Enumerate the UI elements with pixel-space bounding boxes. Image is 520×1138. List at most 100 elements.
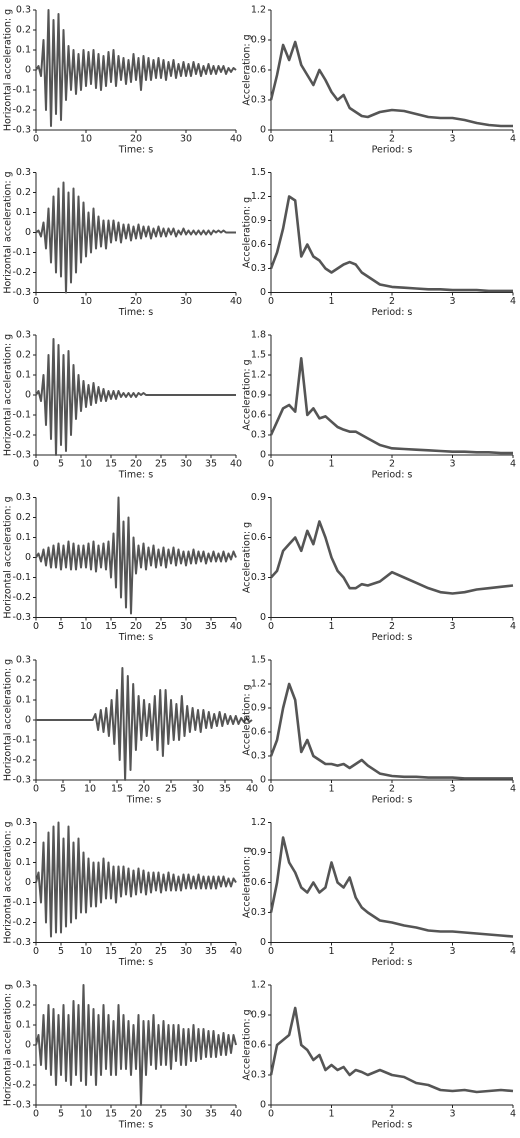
x-tick-label: 4 [510, 296, 516, 307]
x-tick-label: 4 [510, 459, 516, 470]
y-tick-label: 0.3 [16, 492, 31, 503]
y-tick-label: 1.2 [251, 679, 266, 690]
y-tick-label: 0.3 [16, 167, 31, 178]
y-tick-label: 0 [260, 125, 266, 136]
x-tick-label: 5 [58, 621, 64, 632]
y-tick-label: 0.1 [16, 1020, 31, 1031]
x-tick-label: 25 [155, 946, 167, 957]
y-tick-label: 1.2 [251, 370, 266, 381]
y-tick-label: 1.5 [251, 655, 266, 666]
x-tick-label: 30 [180, 946, 192, 957]
x-tick-label: 25 [155, 1109, 167, 1120]
y-axis-label: Horizontal acceleration: g [3, 659, 14, 781]
y-tick-label: -0.3 [12, 937, 31, 948]
y-tick-label: 1.2 [251, 817, 266, 828]
y-tick-label: 0 [260, 1100, 266, 1111]
y-axis-label: Acceleration: g [242, 522, 253, 593]
y-tick-label: 0.9 [251, 847, 266, 858]
data-line [35, 984, 237, 1106]
panel: -0.3 -0.2 -0.1 0 0.1 0.2 0.3 0 5 10 15 20 25 30 35 40 Ti… [3, 330, 243, 481]
y-tick-label: 0.9 [251, 215, 266, 226]
y-tick-label: 0.3 [251, 1070, 266, 1081]
y-tick-label: 0 [25, 390, 31, 401]
y-tick-label: 0.6 [251, 65, 266, 76]
y-tick-label: 0.9 [251, 1010, 266, 1021]
x-tick-label: 0 [268, 134, 274, 145]
x-axis-label: Time: s [126, 795, 161, 806]
x-tick-label: 0 [33, 946, 39, 957]
y-tick-label: 1.5 [251, 167, 266, 178]
y-tick-label: 0.1 [16, 45, 31, 56]
x-tick-label: 10 [84, 784, 96, 795]
x-tick-label: 35 [205, 621, 217, 632]
x-axis-label: Time: s [118, 1120, 153, 1131]
x-tick-label: 10 [80, 1109, 92, 1120]
y-tick-label: 0.9 [251, 35, 266, 46]
y-axis-label: Horizontal acceleration: g [3, 984, 14, 1106]
data-line [35, 181, 236, 294]
y-axis-label: Acceleration: g [242, 1009, 253, 1080]
x-tick-label: 2 [389, 784, 395, 795]
panel: 0 0.3 0.6 0.9 1.2 1.5 1.8 0 1 2 3 4 Period: s Acceler… [242, 330, 517, 481]
x-tick-label: 1 [328, 784, 334, 795]
y-tick-label: -0.2 [12, 267, 31, 278]
y-tick-label: -0.1 [12, 410, 31, 421]
y-axis-label: Horizontal acceleration: g [3, 9, 14, 131]
y-axis-label: Acceleration: g [242, 847, 253, 918]
x-axis-label: Time: s [118, 470, 153, 481]
x-tick-label: 4 [510, 1109, 516, 1120]
x-tick-label: 10 [80, 296, 92, 307]
panel: -0.3 -0.2 -0.1 0 0.1 0.2 0.3 0 10 20 30 40 Time: s Ho… [3, 167, 243, 318]
x-tick-label: 20 [130, 946, 142, 957]
y-tick-label: 1.8 [251, 330, 266, 341]
y-tick-label: -0.1 [12, 85, 31, 96]
x-tick-label: 1 [328, 296, 334, 307]
y-axis-label: Acceleration: g [242, 34, 253, 105]
x-tick-label: 10 [80, 946, 92, 957]
y-tick-label: 0 [25, 227, 31, 238]
x-tick-label: 0 [268, 621, 274, 632]
y-tick-label: 0.3 [16, 980, 31, 991]
x-tick-label: 40 [230, 459, 242, 470]
x-axis-label: Time: s [118, 307, 153, 318]
x-tick-label: 20 [130, 621, 142, 632]
y-tick-label: -0.1 [12, 897, 31, 908]
y-tick-label: 0.6 [251, 410, 266, 421]
data-line [270, 520, 514, 595]
x-tick-label: 35 [205, 946, 217, 957]
data-line [269, 682, 513, 780]
x-tick-label: 2 [389, 621, 395, 632]
x-tick-label: 35 [205, 1109, 217, 1120]
y-tick-label: 0 [25, 552, 31, 563]
data-line [269, 1006, 514, 1094]
y-tick-label: -0.3 [12, 125, 31, 136]
y-tick-label: -0.1 [12, 735, 31, 746]
y-tick-label: -0.1 [12, 1060, 31, 1071]
x-tick-label: 20 [138, 784, 150, 795]
panel: -0.3 -0.2 -0.1 0 0.1 0.2 0.3 0 5 10 15 20 25 30 35 40 Ti… [3, 492, 243, 643]
y-tick-label: 0.2 [16, 187, 31, 198]
data-line [35, 338, 236, 456]
x-tick-label: 3 [449, 296, 455, 307]
y-tick-label: 1.2 [251, 191, 266, 202]
x-tick-label: 0 [268, 296, 274, 307]
panel: 0 0.3 0.6 0.9 1.2 0 1 2 3 4 Period: s Acceleration:… [242, 980, 517, 1131]
y-tick-label: 0.9 [251, 390, 266, 401]
x-tick-label: 0 [268, 784, 274, 795]
x-tick-label: 1 [328, 946, 334, 957]
y-tick-label: 0.1 [16, 857, 31, 868]
x-tick-label: 4 [510, 946, 516, 957]
x-tick-label: 4 [510, 784, 516, 795]
y-tick-label: 0 [25, 65, 31, 76]
y-tick-label: 0 [260, 775, 266, 786]
x-tick-label: 40 [246, 784, 258, 795]
x-axis-label: Time: s [118, 632, 153, 643]
y-tick-label: 0.1 [16, 207, 31, 218]
y-tick-label: -0.1 [12, 247, 31, 258]
x-tick-label: 30 [180, 134, 192, 145]
x-tick-label: 40 [230, 134, 242, 145]
x-tick-label: 4 [510, 134, 516, 145]
y-axis-label: Horizontal acceleration: g [3, 171, 14, 293]
x-tick-label: 35 [219, 784, 231, 795]
